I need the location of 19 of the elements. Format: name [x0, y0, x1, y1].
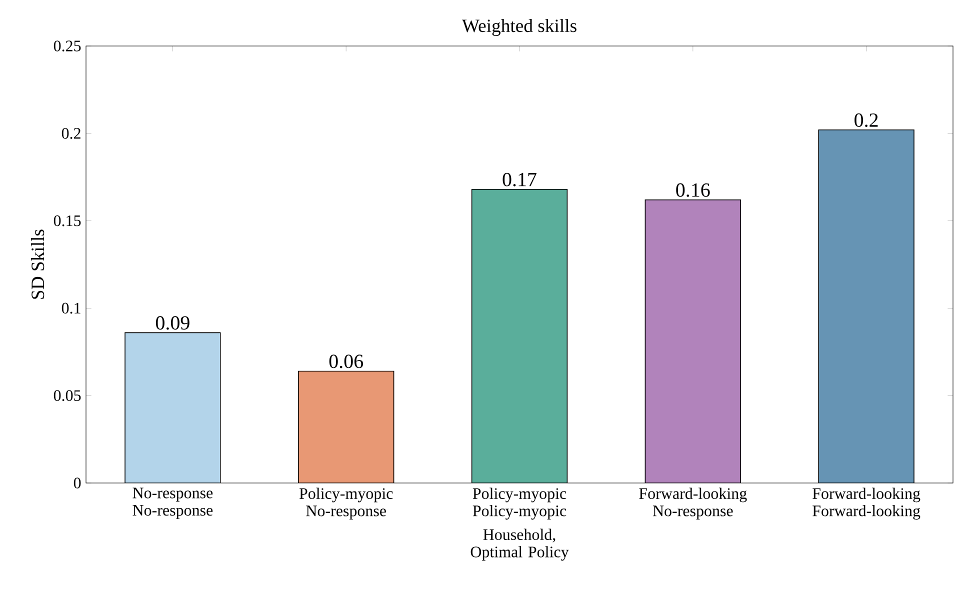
- x-tick-label: Forward-looking No-response: [639, 488, 747, 520]
- x-tick-label: Policy-myopic Policy-myopic: [472, 488, 566, 520]
- y-tick-label: 0: [74, 478, 81, 488]
- x-axis-title: Household, Optimal Policy: [470, 528, 569, 561]
- x-tick-label: Policy-myopic No-response: [299, 488, 393, 520]
- data-label: 0.16: [676, 183, 710, 197]
- y-tick-label: 0.1: [62, 302, 80, 314]
- chart-title: Weighted skills: [462, 18, 576, 36]
- x-tick-label: Forward-looking Forward-looking: [812, 488, 920, 520]
- y-axis-title: SD Skills: [30, 230, 44, 299]
- y-tick-label: 0.15: [54, 215, 81, 226]
- y-tick-label: 0.2: [62, 128, 80, 139]
- data-label: 0.2: [854, 113, 878, 127]
- y-tick-label: 0.25: [54, 40, 81, 52]
- y-tick-label: 0.05: [54, 390, 81, 402]
- data-label: 0.09: [156, 316, 190, 330]
- data-label: 0.06: [329, 354, 364, 368]
- data-label: 0.17: [502, 172, 536, 186]
- x-tick-label: No-response No-response: [132, 488, 213, 519]
